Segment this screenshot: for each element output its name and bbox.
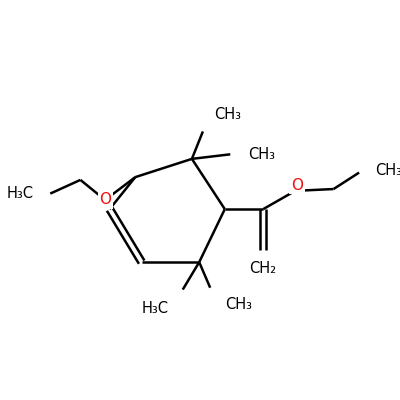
Text: CH₃: CH₃ (248, 147, 276, 162)
Text: CH₂: CH₂ (250, 261, 277, 276)
Text: H₃C: H₃C (7, 186, 34, 201)
Text: O: O (291, 178, 303, 193)
Text: O: O (99, 192, 111, 208)
Text: CH₃: CH₃ (225, 297, 252, 312)
Text: CH₃: CH₃ (214, 107, 241, 122)
Text: CH₃: CH₃ (376, 163, 400, 178)
Text: H₃C: H₃C (141, 300, 168, 316)
